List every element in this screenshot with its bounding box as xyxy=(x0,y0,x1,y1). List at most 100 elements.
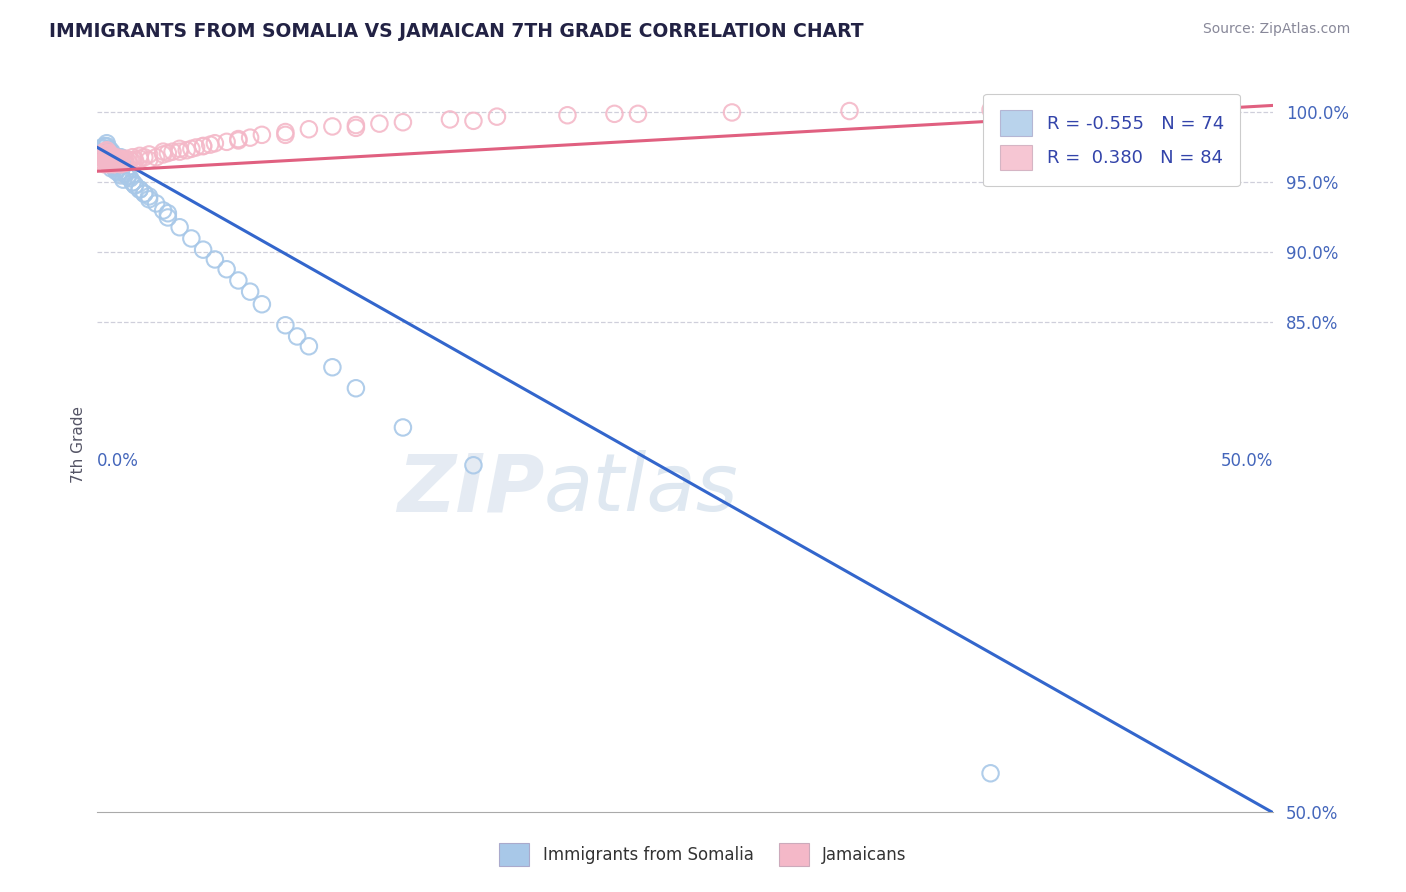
Point xyxy=(96,136,118,151)
Point xyxy=(96,145,118,159)
Y-axis label: 7th Grade: 7th Grade xyxy=(72,407,86,483)
Point xyxy=(344,381,367,395)
Point xyxy=(838,103,860,118)
Point xyxy=(96,156,118,170)
Point xyxy=(138,192,160,206)
Point xyxy=(368,117,391,131)
Point xyxy=(114,152,136,166)
Point xyxy=(250,128,273,142)
Point xyxy=(128,152,150,166)
Point xyxy=(180,231,202,245)
Point xyxy=(138,153,160,167)
Legend: Immigrants from Somalia, Jamaicans: Immigrants from Somalia, Jamaicans xyxy=(491,835,915,875)
Point xyxy=(215,135,238,149)
Point xyxy=(103,157,125,171)
Point xyxy=(96,152,118,166)
Point xyxy=(156,211,179,225)
Point xyxy=(1121,101,1143,115)
Point xyxy=(105,153,128,167)
Point xyxy=(117,154,139,169)
Point xyxy=(93,147,115,161)
Point xyxy=(120,153,142,167)
Point xyxy=(91,150,114,164)
Point xyxy=(105,156,128,170)
Legend: R = -0.555   N = 74, R =  0.380   N = 84: R = -0.555 N = 74, R = 0.380 N = 84 xyxy=(983,94,1240,186)
Point xyxy=(215,262,238,277)
Point xyxy=(228,273,250,287)
Point xyxy=(980,103,1002,117)
Point xyxy=(176,143,198,157)
Point xyxy=(156,206,179,220)
Point xyxy=(180,142,202,156)
Point xyxy=(98,149,121,163)
Point xyxy=(91,150,114,164)
Text: 0.0%: 0.0% xyxy=(97,452,139,470)
Point xyxy=(239,285,262,299)
Point xyxy=(204,136,226,151)
Point xyxy=(93,157,115,171)
Point xyxy=(228,132,250,146)
Point xyxy=(91,156,114,170)
Point xyxy=(100,152,122,166)
Point xyxy=(100,150,122,164)
Point xyxy=(721,105,744,120)
Point xyxy=(89,147,111,161)
Point xyxy=(128,182,150,196)
Point xyxy=(392,115,415,129)
Point xyxy=(98,147,121,161)
Point xyxy=(112,172,135,186)
Point xyxy=(134,150,156,164)
Point xyxy=(463,458,485,473)
Text: Source: ZipAtlas.com: Source: ZipAtlas.com xyxy=(1202,22,1350,37)
Point xyxy=(344,120,367,135)
Point xyxy=(439,112,461,127)
Point xyxy=(93,153,115,167)
Point xyxy=(114,167,136,181)
Point xyxy=(93,153,115,167)
Point xyxy=(117,169,139,183)
Point xyxy=(98,157,121,171)
Point xyxy=(128,149,150,163)
Point xyxy=(105,154,128,169)
Point xyxy=(145,150,167,164)
Point xyxy=(162,145,184,159)
Point xyxy=(98,153,121,167)
Text: IMMIGRANTS FROM SOMALIA VS JAMAICAN 7TH GRADE CORRELATION CHART: IMMIGRANTS FROM SOMALIA VS JAMAICAN 7TH … xyxy=(49,22,863,41)
Point xyxy=(98,146,121,161)
Point xyxy=(274,318,297,333)
Point xyxy=(93,145,115,159)
Point xyxy=(103,154,125,169)
Point xyxy=(250,297,273,311)
Point xyxy=(100,150,122,164)
Point xyxy=(463,113,485,128)
Point xyxy=(114,164,136,178)
Point xyxy=(110,152,132,166)
Point xyxy=(184,140,207,154)
Point xyxy=(274,128,297,142)
Point xyxy=(121,176,143,190)
Point xyxy=(110,169,132,183)
Point xyxy=(96,139,118,153)
Point xyxy=(114,156,136,170)
Point xyxy=(93,145,115,159)
Point xyxy=(152,203,174,218)
Point xyxy=(627,107,650,121)
Point xyxy=(121,176,143,190)
Point xyxy=(285,329,308,343)
Point xyxy=(344,118,367,132)
Point xyxy=(89,153,111,167)
Point xyxy=(96,150,118,164)
Point xyxy=(110,153,132,167)
Point xyxy=(169,220,191,235)
Point xyxy=(138,189,160,203)
Point xyxy=(124,153,146,167)
Point xyxy=(145,196,167,211)
Point xyxy=(110,164,132,178)
Point xyxy=(980,766,1002,780)
Point xyxy=(98,153,121,167)
Point xyxy=(191,139,214,153)
Point xyxy=(100,146,122,161)
Point xyxy=(107,166,129,180)
Point xyxy=(96,150,118,164)
Point xyxy=(191,243,214,257)
